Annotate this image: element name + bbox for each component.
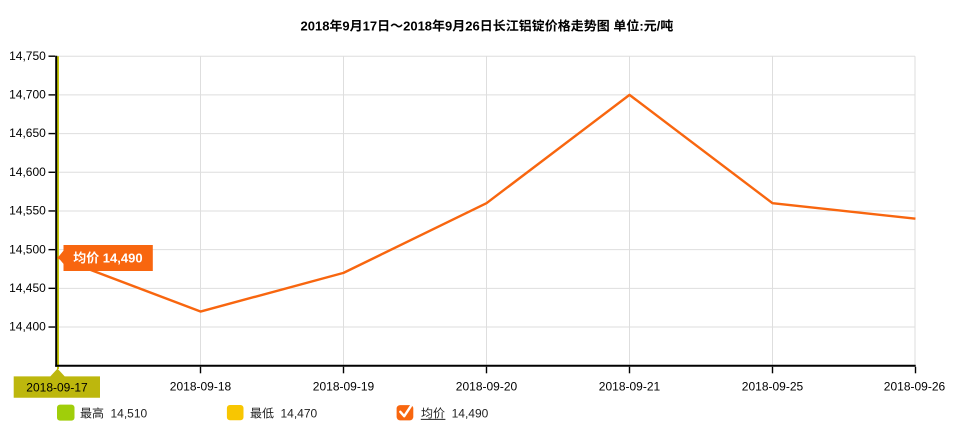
svg-text:2018-09-18: 2018-09-18 [170, 380, 232, 394]
svg-text:14,490: 14,490 [103, 250, 143, 265]
svg-text:14,600: 14,600 [9, 165, 46, 179]
svg-text:14,650: 14,650 [9, 126, 46, 140]
svg-text:17: 17 [363, 18, 377, 33]
svg-text:14,400: 14,400 [9, 320, 46, 334]
svg-text:26: 26 [465, 18, 479, 33]
svg-text::: : [639, 18, 643, 33]
svg-text:2018-09-20: 2018-09-20 [456, 380, 518, 394]
svg-text:14,550: 14,550 [9, 204, 46, 218]
svg-text:2018-09-25: 2018-09-25 [742, 380, 804, 394]
svg-text:14,750: 14,750 [9, 49, 46, 63]
svg-text:14,470: 14,470 [281, 407, 318, 421]
svg-text:/: / [657, 18, 661, 33]
svg-text:14,510: 14,510 [111, 407, 148, 421]
svg-text:14,490: 14,490 [452, 407, 489, 421]
svg-text:2018: 2018 [403, 18, 432, 33]
svg-text:14,700: 14,700 [9, 87, 46, 101]
svg-text:14,450: 14,450 [9, 281, 46, 295]
svg-text:9: 9 [445, 18, 452, 33]
svg-text:9: 9 [342, 18, 349, 33]
svg-text:2018-09-19: 2018-09-19 [313, 380, 375, 394]
svg-text:2018-09-17: 2018-09-17 [26, 380, 88, 394]
svg-text:14,500: 14,500 [9, 242, 46, 256]
svg-text:2018-09-21: 2018-09-21 [599, 380, 661, 394]
svg-text:2018-09-26: 2018-09-26 [884, 380, 946, 394]
svg-text:2018: 2018 [301, 18, 330, 33]
